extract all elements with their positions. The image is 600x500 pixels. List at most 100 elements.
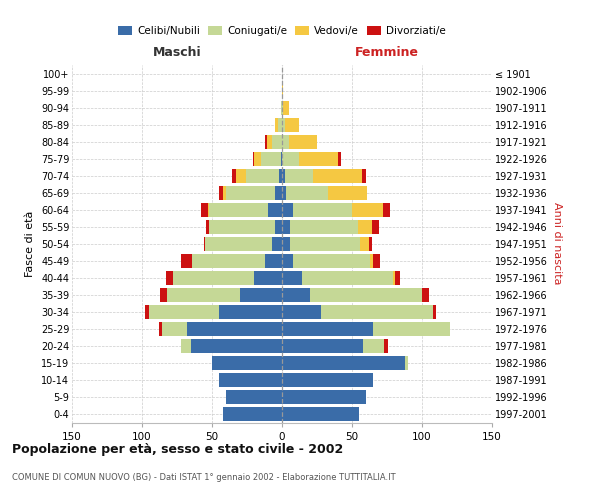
Bar <box>282 322 373 336</box>
Bar <box>352 202 383 216</box>
Bar <box>370 254 373 268</box>
Text: Popolazione per età, sesso e stato civile - 2002: Popolazione per età, sesso e stato civil… <box>12 442 343 456</box>
Bar <box>282 390 366 404</box>
Bar <box>384 339 388 353</box>
Bar <box>266 134 272 148</box>
Bar <box>285 168 313 182</box>
Bar <box>253 152 254 166</box>
Bar <box>282 186 286 200</box>
Bar <box>361 237 369 250</box>
Bar <box>282 305 321 319</box>
Bar <box>223 186 226 200</box>
Bar <box>159 322 161 336</box>
Bar <box>236 168 245 182</box>
Bar <box>282 288 310 302</box>
Bar <box>208 202 209 216</box>
Bar <box>254 271 282 285</box>
Bar <box>299 152 338 166</box>
Bar <box>166 271 173 285</box>
Bar <box>173 271 254 285</box>
Bar <box>160 288 167 302</box>
Bar <box>167 288 240 302</box>
Bar <box>313 168 362 182</box>
Text: Femmine: Femmine <box>355 46 419 59</box>
Bar <box>232 168 236 182</box>
Bar <box>275 118 278 132</box>
Bar <box>279 168 282 182</box>
Bar <box>240 288 282 302</box>
Bar <box>383 202 390 216</box>
Bar <box>282 202 293 216</box>
Bar <box>293 254 370 268</box>
Bar <box>275 220 282 234</box>
Bar <box>405 356 408 370</box>
Bar <box>272 237 282 250</box>
Bar <box>261 152 281 166</box>
Bar <box>145 305 149 319</box>
Bar <box>201 202 208 216</box>
Bar <box>281 152 282 166</box>
Bar <box>219 305 282 319</box>
Bar <box>283 100 289 114</box>
Bar <box>290 220 358 234</box>
Bar <box>254 152 261 166</box>
Bar <box>191 339 282 353</box>
Bar <box>212 356 282 370</box>
Bar <box>219 373 282 387</box>
Bar <box>203 237 205 250</box>
Bar <box>363 339 384 353</box>
Text: COMUNE DI COMUN NUOVO (BG) - Dati ISTAT 1° gennaio 2002 - Elaborazione TUTTITALI: COMUNE DI COMUN NUOVO (BG) - Dati ISTAT … <box>12 472 395 482</box>
Bar <box>321 305 433 319</box>
Bar <box>282 407 359 421</box>
Bar <box>282 100 283 114</box>
Bar <box>282 118 285 132</box>
Bar <box>285 118 299 132</box>
Bar <box>293 202 352 216</box>
Bar <box>310 288 422 302</box>
Bar <box>149 305 219 319</box>
Legend: Celibi/Nubili, Coniugati/e, Vedovi/e, Divorziati/e: Celibi/Nubili, Coniugati/e, Vedovi/e, Di… <box>114 22 450 40</box>
Bar <box>181 254 193 268</box>
Bar <box>268 202 282 216</box>
Bar <box>161 322 187 336</box>
Bar <box>223 407 282 421</box>
Bar <box>302 271 392 285</box>
Bar <box>282 356 405 370</box>
Bar <box>282 134 289 148</box>
Bar <box>281 100 282 114</box>
Bar <box>328 186 367 200</box>
Bar <box>373 322 450 336</box>
Bar <box>205 237 272 250</box>
Bar <box>392 271 395 285</box>
Bar <box>286 186 328 200</box>
Bar <box>282 152 299 166</box>
Bar <box>282 237 290 250</box>
Bar <box>275 186 282 200</box>
Bar <box>193 254 265 268</box>
Bar <box>290 237 361 250</box>
Bar <box>265 134 266 148</box>
Bar <box>209 202 268 216</box>
Bar <box>226 390 282 404</box>
Bar <box>282 271 302 285</box>
Bar <box>369 237 371 250</box>
Bar <box>422 288 429 302</box>
Bar <box>181 339 191 353</box>
Bar <box>226 186 275 200</box>
Bar <box>265 254 282 268</box>
Bar <box>278 118 282 132</box>
Text: Maschi: Maschi <box>152 46 202 59</box>
Bar <box>282 84 283 98</box>
Bar <box>395 271 400 285</box>
Bar <box>187 322 282 336</box>
Bar <box>338 152 341 166</box>
Bar <box>219 186 223 200</box>
Bar <box>371 220 379 234</box>
Bar <box>282 254 293 268</box>
Bar <box>358 220 371 234</box>
Bar <box>362 168 366 182</box>
Bar <box>373 254 380 268</box>
Bar <box>282 168 285 182</box>
Bar <box>289 134 317 148</box>
Bar <box>433 305 436 319</box>
